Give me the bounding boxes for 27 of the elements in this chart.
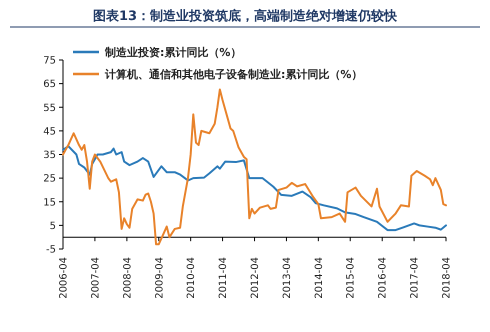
legend-label: 计算机、通信和其他电子设备制造业:累计同比（%）	[104, 68, 362, 81]
y-tick-label: -5	[46, 244, 56, 256]
x-tick-label: 2018-04	[442, 257, 452, 299]
x-tick-label: 2015-04	[346, 257, 357, 299]
x-tick-label: 2006-04	[58, 257, 70, 299]
y-tick-label: 65	[43, 79, 56, 90]
x-tick-label: 2016-04	[378, 257, 389, 299]
y-tick-label: 45	[43, 126, 56, 138]
line-series	[62, 88, 447, 246]
y-tick-label: 35	[43, 150, 56, 161]
x-tick-label: 2012-04	[250, 257, 262, 299]
y-tick-label: 15	[43, 197, 56, 208]
x-tick-label: 2009-04	[154, 257, 166, 299]
legend-label: 制造业投资:累计同比（%）	[104, 46, 242, 59]
y-tick-label: 75	[43, 56, 56, 66]
x-tick-label: 2011-04	[218, 257, 230, 299]
line-series	[62, 145, 447, 232]
x-tick-label: 2017-04	[410, 257, 421, 299]
x-tick-label: 2010-04	[186, 257, 198, 299]
y-tick-label: 55	[43, 102, 56, 114]
y-tick-label: 25	[43, 174, 56, 185]
x-tick-label: 2013-04	[282, 257, 293, 299]
x-tick-label: 2014-04	[314, 257, 325, 299]
x-tick-label: 2007-04	[90, 257, 102, 299]
y-tick-label: 5	[50, 220, 56, 232]
chart-title: 图表13：制造业投资筑底，高端制造绝对增速仍较快	[92, 8, 398, 24]
x-tick-label: 2008-04	[122, 257, 134, 299]
